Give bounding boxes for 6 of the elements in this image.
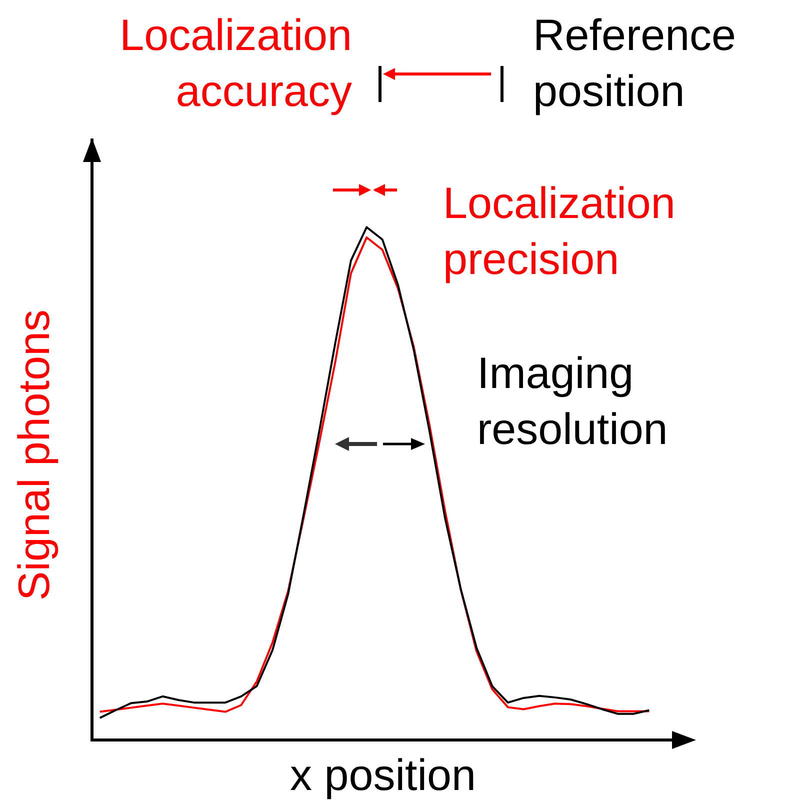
annotation: Localization precision [443,178,676,286]
x-axis-title: x position [289,750,477,802]
text: Reference position [533,10,738,118]
text: Localization accuracy [118,10,352,118]
y-axis-title: Signal photons [9,308,60,603]
annotation: Imaging resolution [477,348,669,456]
